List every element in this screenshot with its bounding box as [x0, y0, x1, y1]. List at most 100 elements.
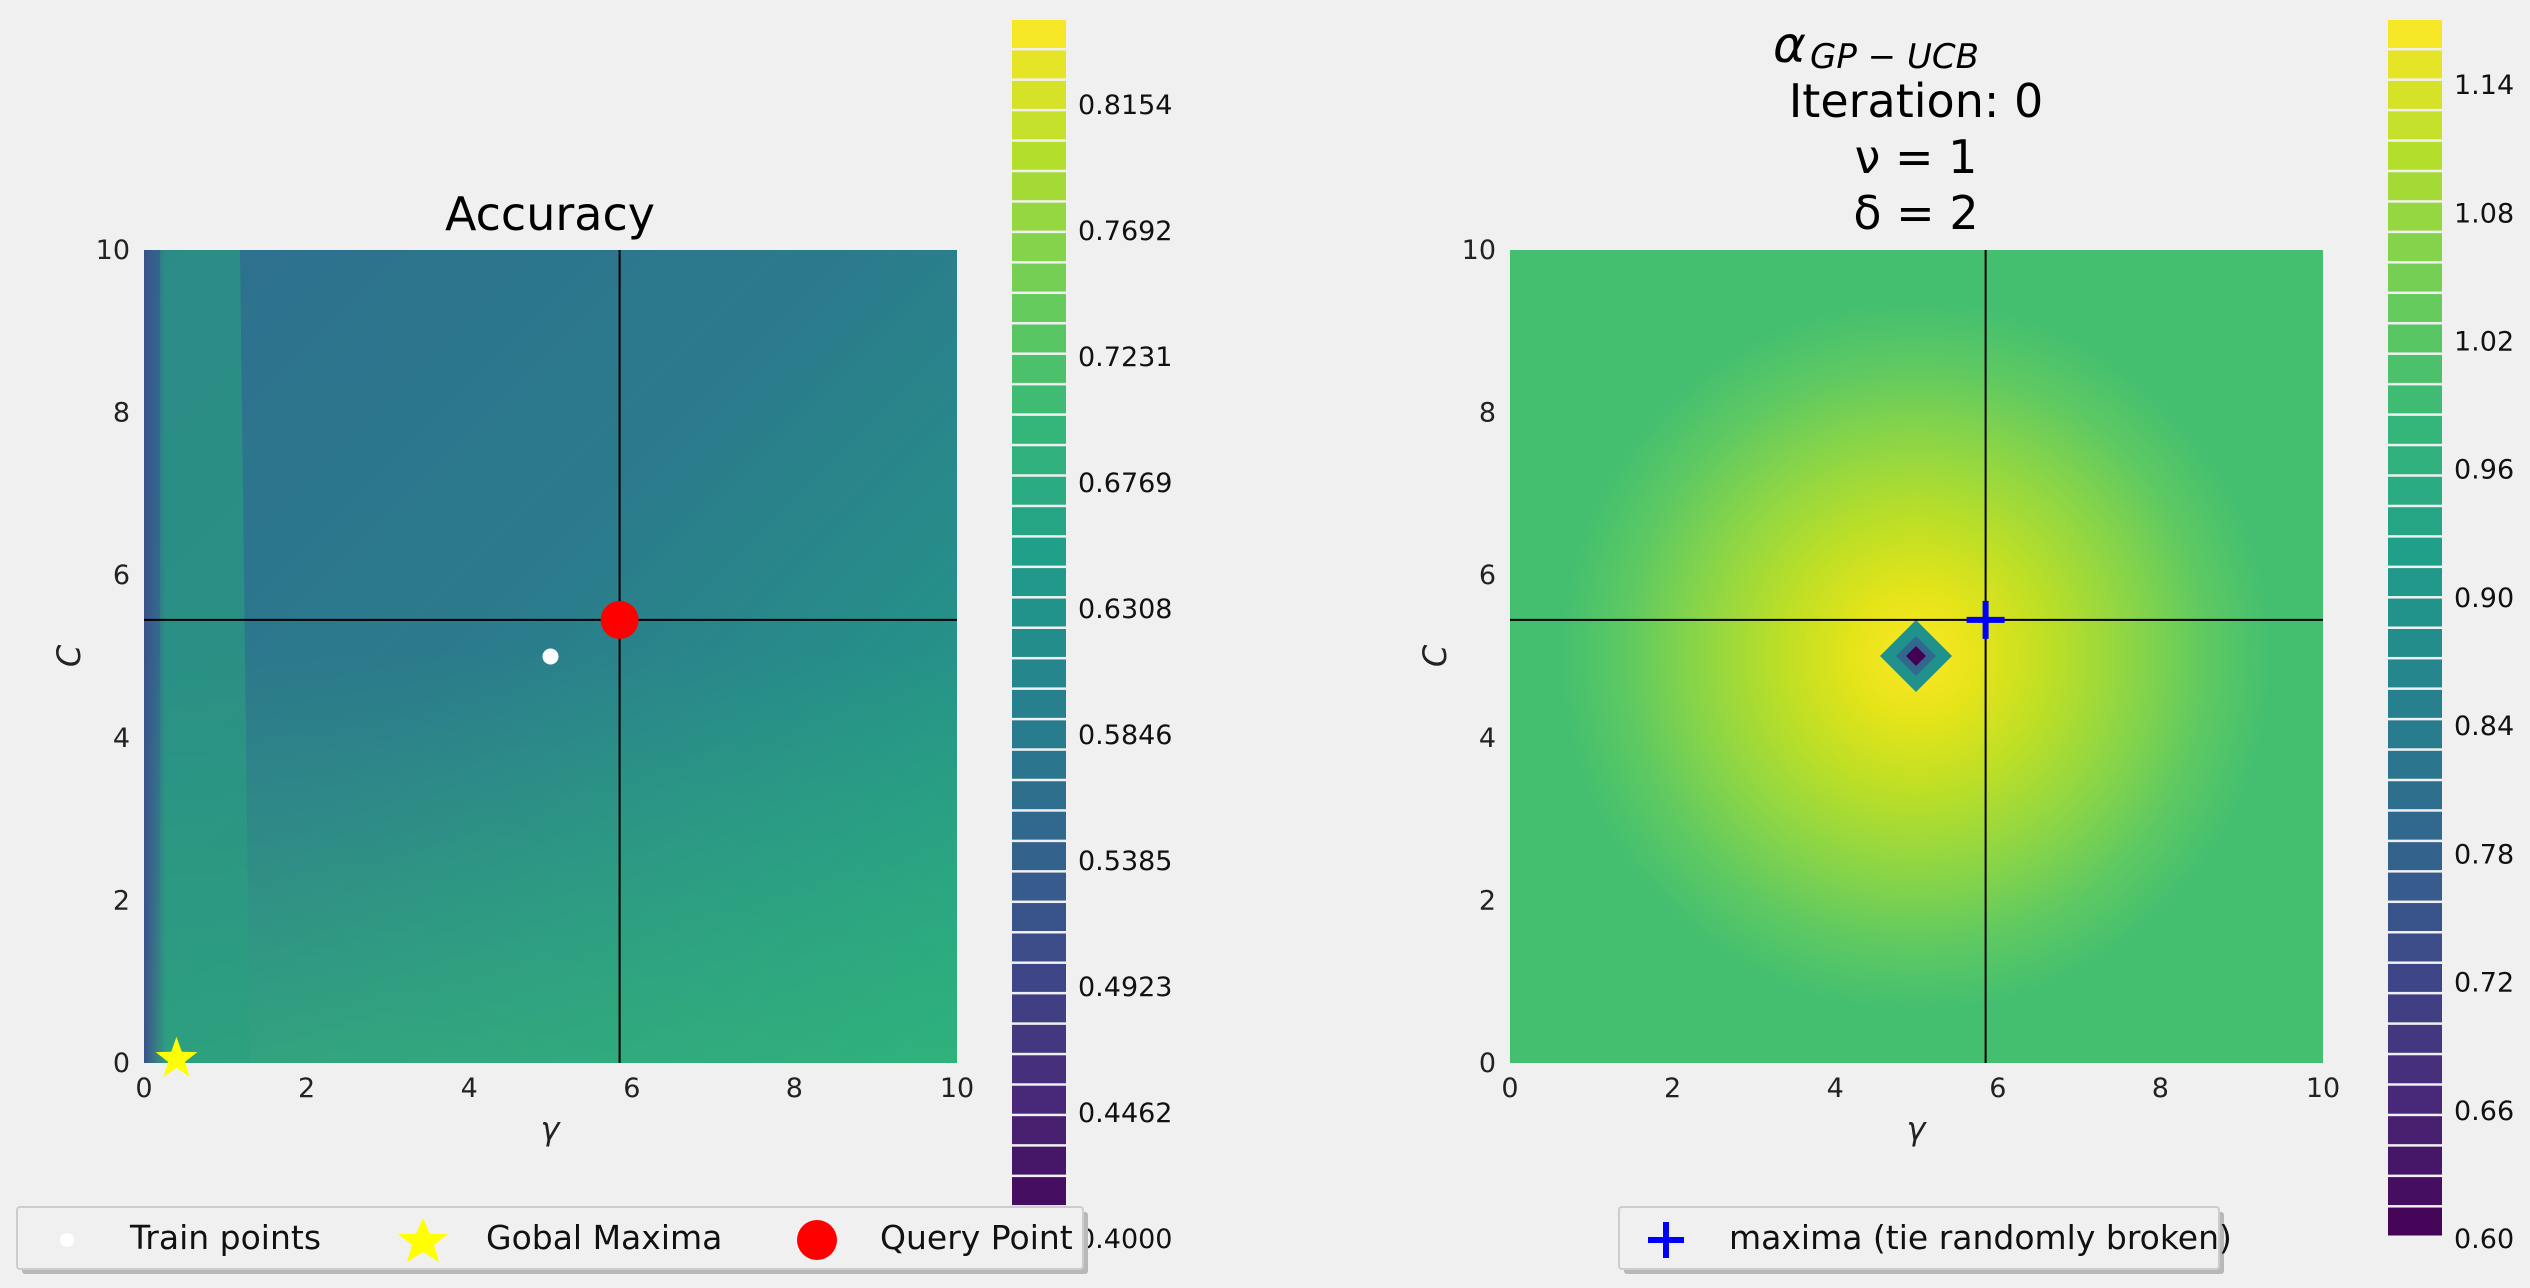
acquisition-xtick-label: 8 [2152, 1073, 2169, 1104]
accuracy-colorbar-segment [1012, 872, 1066, 901]
acquisition-ytick-label: 10 [1462, 235, 1496, 266]
acquisition-colorbar-segment [2388, 507, 2442, 536]
acquisition-title-iteration: Iteration: 0 [1789, 74, 2044, 128]
accuracy-colorbar-segment [1012, 415, 1066, 444]
accuracy-colorbar-tick-label: 0.4462 [1078, 1098, 1172, 1129]
acquisition-colorbar-segment [2388, 963, 2442, 992]
acquisition-colorbar-segment [2388, 324, 2442, 353]
accuracy-colorbar-segment [1012, 994, 1066, 1023]
acquisition-colorbar-segment [2388, 294, 2442, 322]
acquisition-colorbar-segment [2388, 1146, 2442, 1175]
accuracy-colorbar-segment [1012, 354, 1066, 383]
accuracy-colorbar-segment [1012, 598, 1066, 627]
acquisition-xlabel: γ [1907, 1110, 1928, 1148]
accuracy-colorbar-segment [1012, 659, 1066, 688]
accuracy-plot: Accuracy 0 2 4 6 8 10 0 2 4 6 8 10 γ C [50, 187, 974, 1148]
acquisition-colorbar-segment [2388, 202, 2442, 231]
legend-box [1618, 1206, 2220, 1270]
acquisition-colorbar-segment [2388, 903, 2442, 931]
acquisition-colorbar-segment [2388, 20, 2442, 48]
acquisition-colorbar-segment [2388, 1055, 2442, 1084]
accuracy-ytick-label: 6 [113, 560, 130, 591]
accuracy-colorbar-segment [1012, 1055, 1066, 1084]
acquisition-ytick-label: 8 [1479, 398, 1496, 429]
train-point [542, 648, 559, 665]
acquisition-ytick-label: 0 [1479, 1048, 1496, 1079]
accuracy-colorbar-tick-label: 0.7231 [1078, 342, 1172, 373]
accuracy-colorbar-segment [1012, 1177, 1066, 1206]
acquisition-colorbar-segment [2388, 598, 2442, 627]
acquisition-colorbar-segment [2388, 354, 2442, 383]
accuracy-xtick-label: 6 [623, 1073, 640, 1104]
accuracy-colorbar-tick-label: 0.6308 [1078, 594, 1172, 625]
accuracy-colorbar-segment [1012, 537, 1066, 566]
accuracy-ytick-label: 0 [113, 1048, 130, 1079]
accuracy-colorbar-segment [1012, 903, 1066, 931]
accuracy-colorbar-segment [1012, 141, 1066, 170]
accuracy-colorbar-segment [1012, 20, 1066, 48]
acquisition-xtick-label: 6 [1989, 1073, 2006, 1104]
acquisition-colorbar-segment [2388, 80, 2442, 109]
acquisition-colorbar-tick-label: 0.60 [2454, 1224, 2514, 1255]
acquisition-colorbar-segment [2388, 263, 2442, 292]
accuracy-xtick-label: 10 [940, 1073, 974, 1104]
acquisition-colorbar-segment [2388, 415, 2442, 444]
accuracy-xtick-label: 0 [135, 1073, 152, 1104]
accuracy-title: Accuracy [445, 187, 655, 241]
acquisition-colorbar-segment [2388, 537, 2442, 566]
acquisition-colorbar-segment [2388, 233, 2442, 262]
legend-global-maxima-label: Gobal Maxima [486, 1218, 722, 1257]
accuracy-colorbar-segment [1012, 933, 1066, 962]
accuracy-colorbar-segment [1012, 476, 1066, 505]
acquisition-ytick-label: 2 [1479, 885, 1496, 916]
acquisition-colorbar-tick-label: 1.14 [2454, 70, 2514, 101]
accuracy-colorbar-segment [1012, 50, 1066, 79]
accuracy-heatmap-vertical-band [160, 250, 250, 1063]
accuracy-colorbar-segment [1012, 1146, 1066, 1175]
accuracy-colorbar-tick-label: 0.7692 [1078, 216, 1172, 247]
accuracy-colorbar-tick-label: 0.4000 [1078, 1224, 1172, 1255]
accuracy-colorbar-segment [1012, 385, 1066, 414]
acquisition-plot: α GP − UCB Iteration: 0 ν = 1 δ = 2 0 2 4 6… [1416, 16, 2340, 1148]
accuracy-colorbar-segment [1012, 294, 1066, 322]
maxima-marker [1966, 600, 2005, 639]
accuracy-colorbar-tick-label: 0.5385 [1078, 846, 1172, 877]
accuracy-colorbar-segment [1012, 629, 1066, 657]
accuracy-colorbar-segment [1012, 568, 1066, 597]
acquisition-legend: maxima (tie randomly broken) [1618, 1206, 2232, 1274]
acquisition-colorbar-segment [2388, 781, 2442, 810]
accuracy-ylabel: C [50, 644, 88, 667]
acquisition-colorbar-segment [2388, 141, 2442, 170]
legend-maxima-marker [1648, 1222, 1684, 1258]
acquisition-colorbar-tick-label: 0.66 [2454, 1096, 2514, 1127]
acquisition-title-delta: δ = 2 [1853, 186, 1978, 240]
accuracy-colorbar-segment [1012, 263, 1066, 292]
accuracy-colorbar-tick-label: 0.8154 [1078, 90, 1172, 121]
acquisition-colorbar-segment [2388, 629, 2442, 657]
accuracy-colorbar-tick-label: 0.5846 [1078, 720, 1172, 751]
accuracy-heatmap-left-edge [144, 250, 166, 1063]
accuracy-colorbar-segment [1012, 1116, 1066, 1145]
acquisition-colorbar-segment [2388, 1207, 2442, 1236]
acquisition-colorbar-tick-label: 1.02 [2454, 327, 2514, 358]
acquisition-colorbar-segment [2388, 1177, 2442, 1206]
global-maxima-marker [155, 1036, 198, 1077]
acquisition-colorbar-segment [2388, 659, 2442, 688]
legend-query-point-label: Query Point [880, 1218, 1073, 1257]
acquisition-colorbar-tick-label: 0.84 [2454, 711, 2514, 742]
acquisition-colorbar-segment [2388, 1024, 2442, 1053]
acquisition-colorbar-segment [2388, 172, 2442, 201]
acquisition-colorbar-segment [2388, 750, 2442, 779]
acquisition-colorbar-segment [2388, 994, 2442, 1023]
accuracy-xtick-label: 4 [461, 1073, 478, 1104]
accuracy-ytick-label: 10 [96, 235, 130, 266]
acquisition-colorbar-segment [2388, 1116, 2442, 1145]
accuracy-legend: Train points Gobal Maxima Query Point [16, 1206, 1088, 1274]
accuracy-colorbar-segment [1012, 811, 1066, 840]
query-point-marker [600, 600, 639, 639]
accuracy-xtick-label: 2 [298, 1073, 315, 1104]
accuracy-colorbar-segment [1012, 1085, 1066, 1114]
accuracy-colorbar-segment [1012, 202, 1066, 231]
acquisition-xtick-label: 4 [1827, 1073, 1844, 1104]
accuracy-colorbar-segment [1012, 446, 1066, 475]
